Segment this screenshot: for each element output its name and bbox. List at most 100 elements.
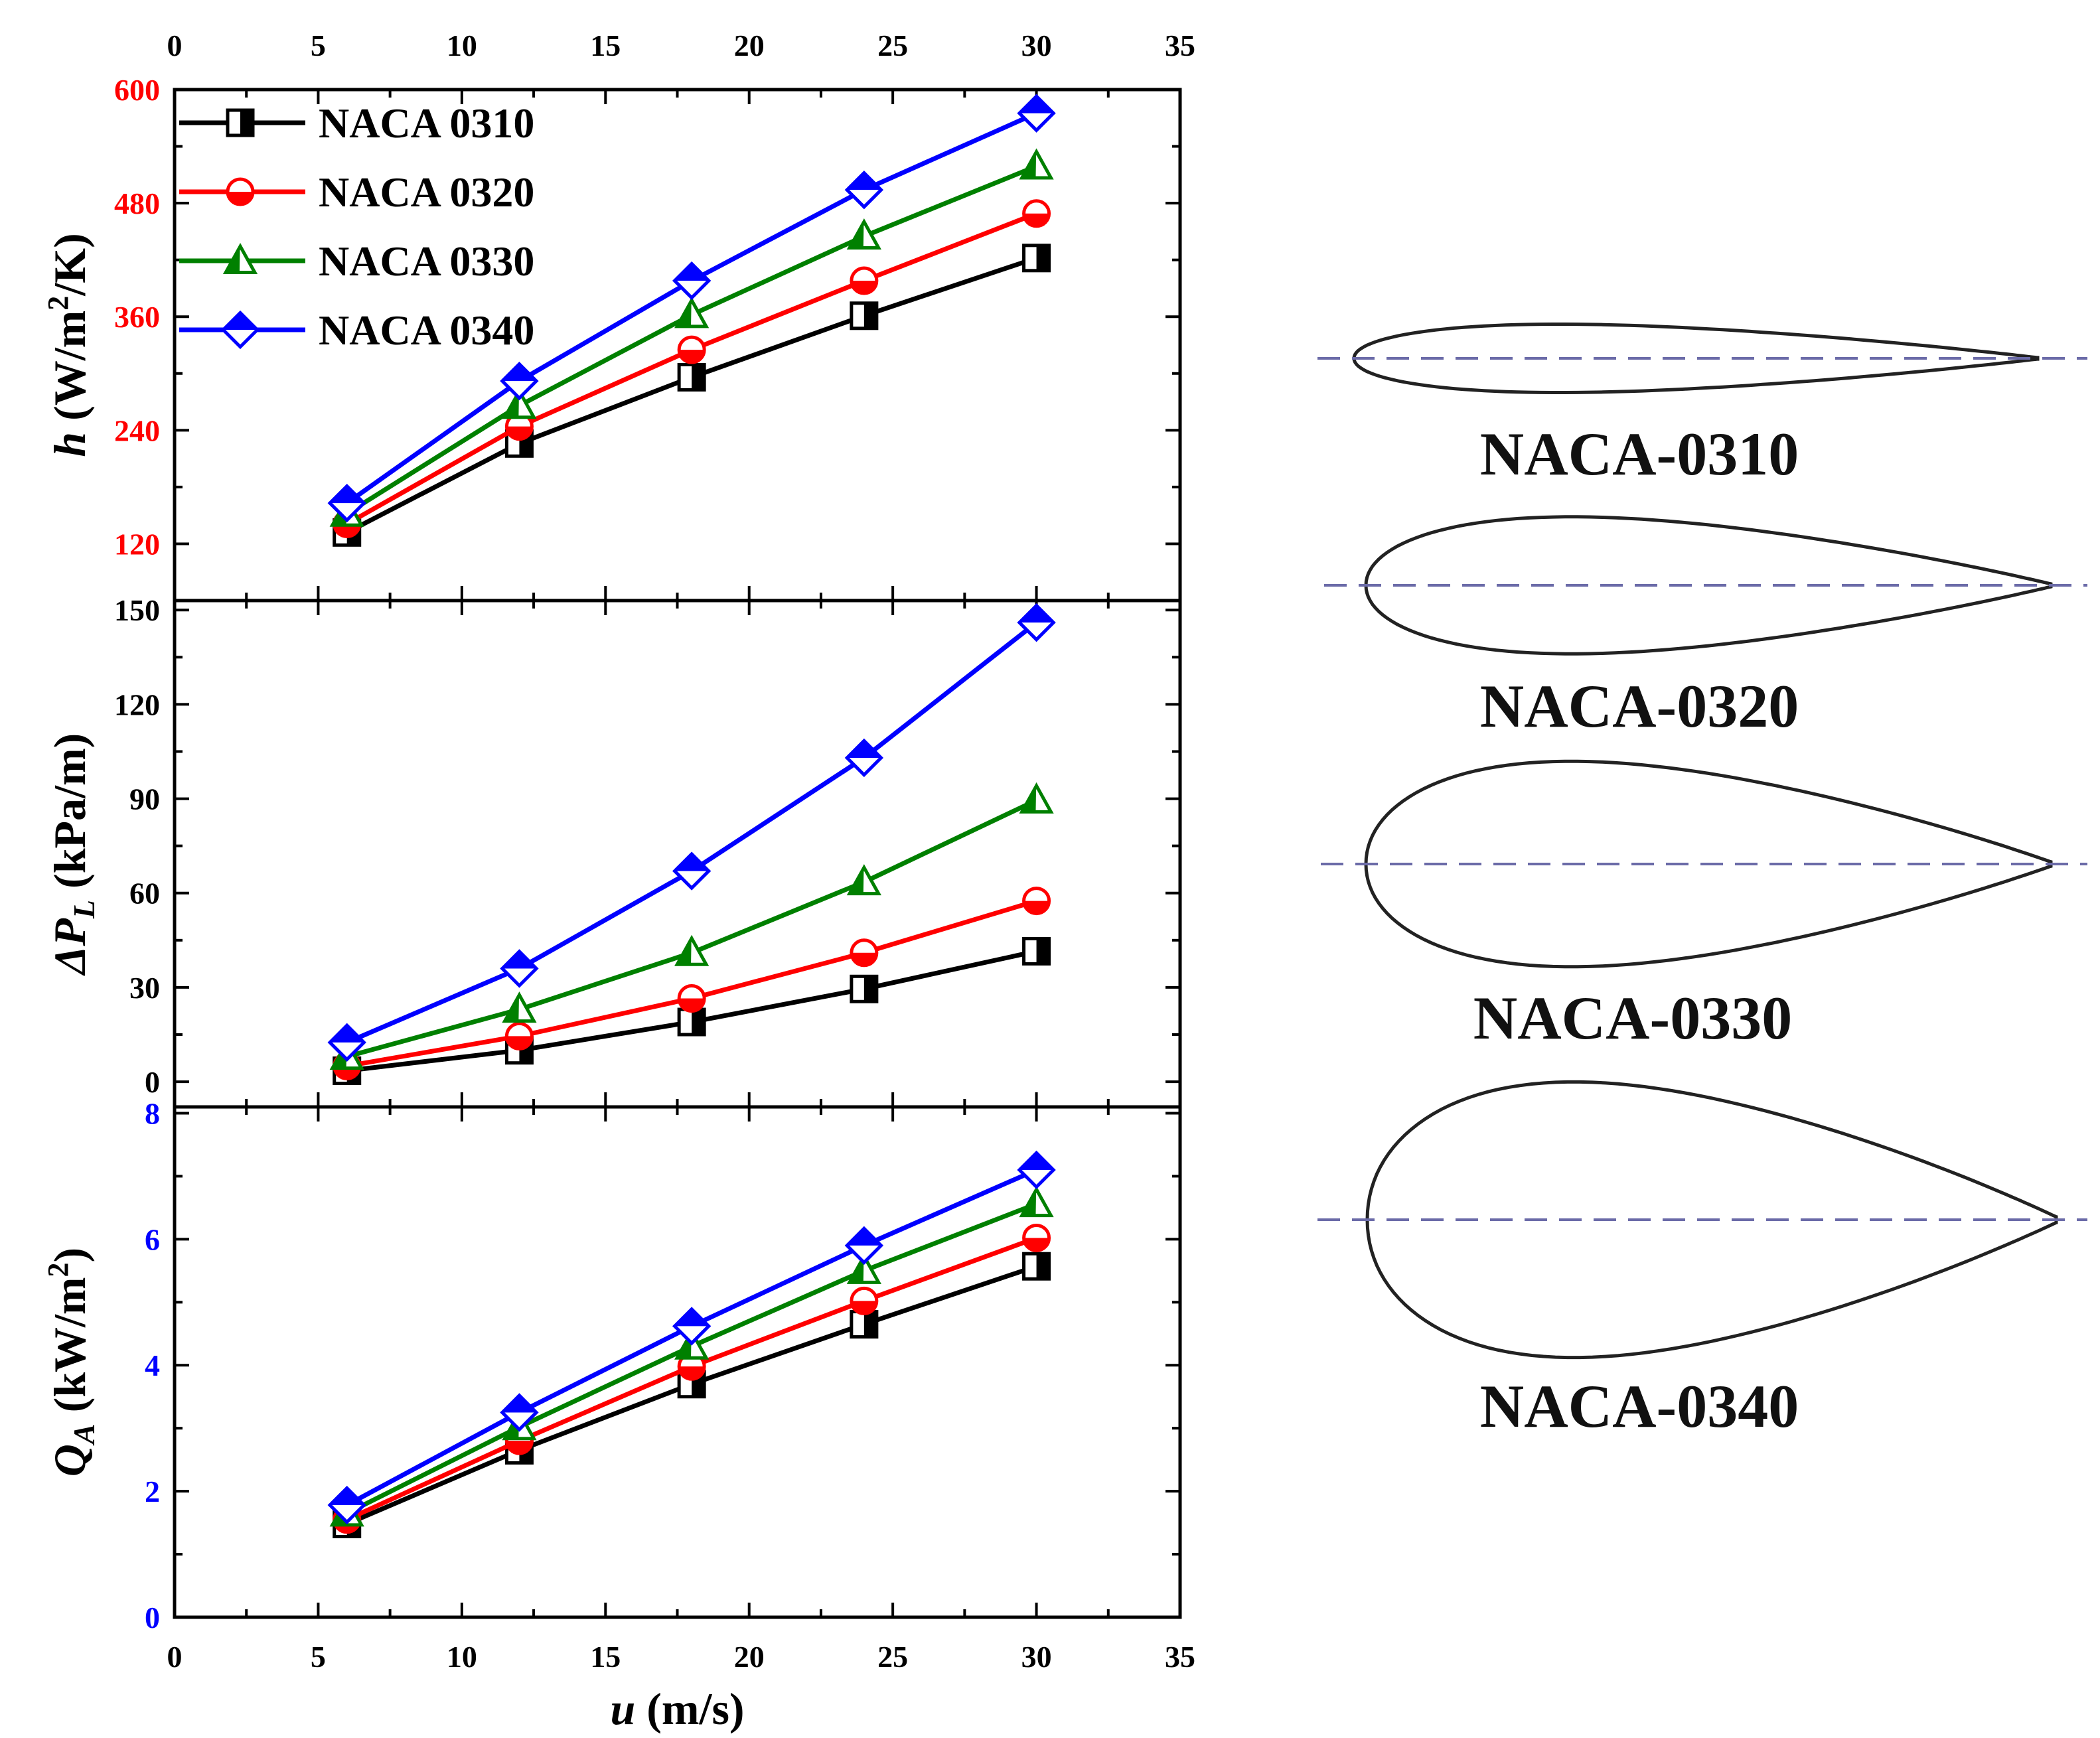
series-naca-0340 <box>327 603 1056 1062</box>
y-tick-label: 30 <box>129 971 160 1005</box>
data-point-square <box>850 1310 879 1339</box>
y-axis-superscript: 2 <box>42 296 74 311</box>
y-axis-title: ΔPL (kPa/m) <box>44 733 101 976</box>
marker-fill <box>677 1333 692 1358</box>
x-ticks <box>173 1107 1181 1617</box>
legend-item: NACA 0310 <box>179 100 534 147</box>
airfoil-label: NACA-0330 <box>1473 984 1792 1052</box>
data-point-square <box>226 108 255 137</box>
data-point-circle <box>1022 199 1051 228</box>
series-naca-0320 <box>333 199 1051 538</box>
data-point-diamond <box>500 361 539 401</box>
marker-fill <box>674 263 709 281</box>
data-point-circle <box>850 938 879 968</box>
data-point-triangle <box>846 1252 881 1284</box>
data-point-diamond <box>220 310 260 350</box>
y-axis-variable: h <box>44 432 95 457</box>
marker-fill <box>677 939 692 964</box>
y-axis: 0 2 4 6 8 <box>145 1096 1180 1634</box>
data-point-triangle <box>1019 782 1054 814</box>
marker-fill <box>850 1257 864 1282</box>
marker-fill <box>223 313 258 330</box>
x-tick-label-bottom: 15 <box>590 1640 621 1674</box>
x-tick-label-bottom: 5 <box>311 1640 326 1674</box>
marker-fill <box>330 1025 364 1043</box>
data-point-triangle <box>1019 1186 1054 1218</box>
marker-fill <box>863 303 877 328</box>
marker-fill <box>847 741 881 758</box>
data-point-diamond <box>327 483 366 523</box>
x-tick-label-top: 10 <box>447 29 477 62</box>
y-tick-label: 120 <box>114 527 160 561</box>
y-axis-title: h (W/m2/K) <box>42 233 95 457</box>
marker-fill <box>851 281 877 294</box>
data-point-square <box>677 362 706 392</box>
y-tick-label: 0 <box>145 1065 160 1099</box>
data-point-square <box>1022 244 1051 273</box>
airfoil-label: NACA-0310 <box>1480 420 1799 488</box>
y-axis: 0 30 60 90 120 150 <box>114 593 1180 1099</box>
marker-fill <box>334 524 360 537</box>
data-point-diamond <box>844 170 884 210</box>
legend: NACA 0310 NACA 0320 NACA 0330 NACA 0340 <box>179 100 534 354</box>
data-point-diamond <box>844 738 884 778</box>
marker-fill <box>1023 901 1049 914</box>
data-point-triangle <box>502 991 537 1023</box>
data-point-diamond <box>327 1023 366 1062</box>
data-point-square <box>1022 1252 1051 1281</box>
marker-fill <box>851 1301 877 1314</box>
x-tick-label-bottom: 35 <box>1165 1640 1195 1674</box>
data-point-circle <box>677 984 706 1013</box>
data-point-diamond <box>500 1393 539 1432</box>
marker-fill <box>502 364 537 382</box>
marker-fill <box>679 350 705 363</box>
marker-fill <box>505 995 519 1021</box>
x-axis-labels: 0 0 5 5 10 10 15 15 20 20 25 25 30 30 35 35 u (m/s) <box>167 29 1196 1734</box>
x-tick-label-top: 25 <box>877 29 908 62</box>
data-point-triangle <box>222 243 258 274</box>
y-axis-variable: ΔP <box>44 918 95 977</box>
data-point-diamond <box>672 1307 712 1346</box>
marker-fill <box>330 1488 364 1506</box>
marker-fill <box>1019 96 1054 113</box>
y-tick-label: 0 <box>145 1601 160 1634</box>
series-line <box>346 899 1037 1068</box>
marker-fill <box>850 868 864 894</box>
marker-fill <box>1023 1238 1049 1251</box>
series-naca-0310 <box>333 1252 1051 1538</box>
data-point-diamond <box>327 1485 366 1525</box>
y-tick-label: 2 <box>145 1475 160 1508</box>
marker-fill <box>1036 245 1049 271</box>
y-axis-unit: ) <box>44 1248 95 1263</box>
marker-fill <box>228 192 253 204</box>
marker-fill <box>502 951 537 969</box>
airfoil-label: NACA-0340 <box>1480 1372 1799 1440</box>
x-tick-label-top: 30 <box>1021 29 1052 62</box>
y-axis-superscript: 2 <box>42 1262 74 1277</box>
y-tick-label: 360 <box>114 300 160 334</box>
legend-label: NACA 0330 <box>319 238 534 285</box>
x-tick-label-top: 20 <box>734 29 765 62</box>
legend-label: NACA 0320 <box>319 169 534 216</box>
marker-fill <box>863 1311 877 1337</box>
y-tick-label: 90 <box>129 782 160 816</box>
data-point-diamond <box>1017 603 1056 642</box>
legend-label: NACA 0310 <box>319 100 534 147</box>
x-tick-label-bottom: 10 <box>447 1640 477 1674</box>
x-tick-label-bottom: 30 <box>1021 1640 1052 1674</box>
data-point-triangle <box>846 218 881 250</box>
data-point-diamond <box>1017 1150 1056 1190</box>
data-point-triangle <box>1019 148 1054 180</box>
x-tick-label-top: 0 <box>167 29 183 62</box>
x-tick-label-top: 35 <box>1165 29 1195 62</box>
series-naca-0320 <box>333 887 1051 1080</box>
airfoil-naca-0340: NACA-0340 <box>1317 1080 2087 1440</box>
data-point-circle <box>850 266 879 295</box>
y-tick-label: 120 <box>114 688 160 721</box>
data-point-diamond <box>500 949 539 988</box>
data-point-square <box>677 1007 706 1037</box>
x-ticks <box>173 601 1181 1107</box>
x-tick-label-bottom: 25 <box>877 1640 908 1674</box>
